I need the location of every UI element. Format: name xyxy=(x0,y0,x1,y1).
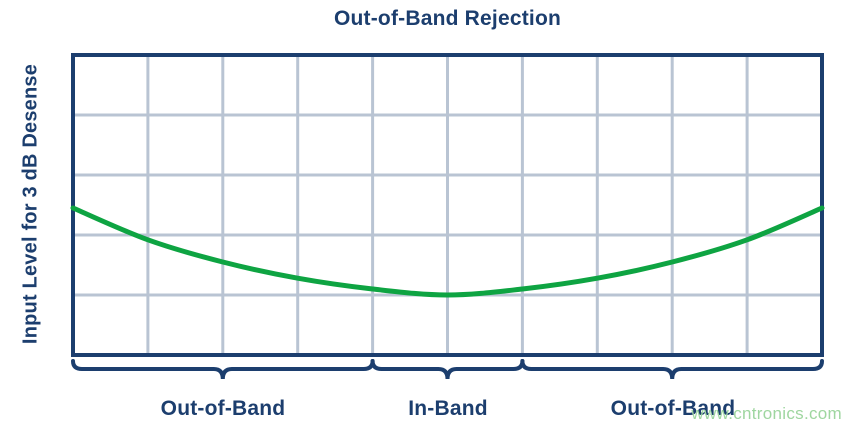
grid-lines xyxy=(73,55,822,355)
band-label-in-band: In-Band xyxy=(408,397,488,420)
band-brace xyxy=(370,359,525,380)
band-label-out-of-band-left: Out-of-Band xyxy=(160,397,286,420)
watermark: www.cntronics.com xyxy=(691,404,842,423)
chart-title: Out-of-Band Rejection xyxy=(333,7,562,30)
band-braces xyxy=(71,359,824,380)
band-brace xyxy=(520,359,824,380)
band-label-out-of-band-right: Out-of-Band xyxy=(610,397,736,420)
plot-frame xyxy=(71,53,824,357)
desense-curve xyxy=(70,205,825,298)
band-brace xyxy=(71,359,375,380)
